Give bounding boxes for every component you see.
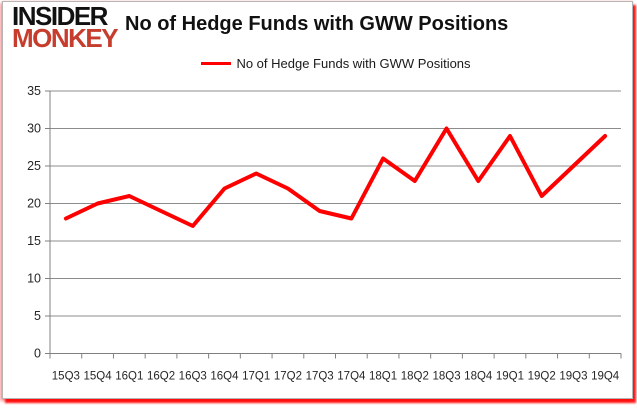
y-axis-label: 5 [34, 309, 41, 323]
x-axis-label: 17Q2 [274, 371, 302, 383]
y-axis-label: 25 [27, 159, 41, 173]
x-axis-label: 19Q1 [496, 371, 524, 383]
x-axis-label: 19Q2 [528, 371, 556, 383]
chart-title: No of Hedge Funds with GWW Positions [125, 13, 509, 35]
chart-panel: 0 5 10 15 20 25 30 35 15Q3 15Q4 16Q1 16Q2 16Q3 16Q4 17… [2, 1, 633, 399]
y-axis-label: 15 [27, 234, 41, 248]
series-line [63, 126, 608, 228]
x-axis-label: 18Q3 [432, 371, 460, 383]
x-axis-label: 15Q4 [84, 371, 113, 383]
x-axis-label: 16Q4 [210, 371, 239, 383]
y-axis-label: 35 [27, 84, 41, 98]
x-axis-label: 15Q3 [52, 371, 80, 383]
x-axis-label: 17Q1 [242, 371, 270, 383]
x-axis-label: 16Q2 [147, 371, 175, 383]
chart-legend: No of Hedge Funds with GWW Positions [51, 56, 621, 71]
legend-label: No of Hedge Funds with GWW Positions [236, 56, 471, 71]
x-axis-label: 19Q3 [559, 371, 587, 383]
logo-text-monkey: MONKEY [12, 22, 119, 53]
y-axis-label: 20 [27, 197, 41, 211]
x-axis-label: 18Q4 [464, 371, 493, 383]
y-axis-label: 10 [27, 272, 41, 286]
legend-line-swatch [201, 62, 232, 65]
x-axis-label: 17Q4 [337, 371, 366, 383]
x-axis-label: 18Q1 [369, 371, 397, 383]
logo-text-insider: INSIDER [12, 1, 108, 31]
y-axis-label: 30 [27, 122, 41, 136]
insider-monkey-logo: INSIDER MONKEY [12, 1, 119, 53]
y-axis-label: 0 [34, 347, 41, 361]
x-axis-label: 19Q4 [591, 371, 620, 383]
x-axis-label: 16Q1 [115, 371, 143, 383]
x-axis-label: 17Q3 [306, 371, 334, 383]
x-axis-label: 16Q3 [179, 371, 207, 383]
x-axis-label: 18Q2 [401, 371, 429, 383]
